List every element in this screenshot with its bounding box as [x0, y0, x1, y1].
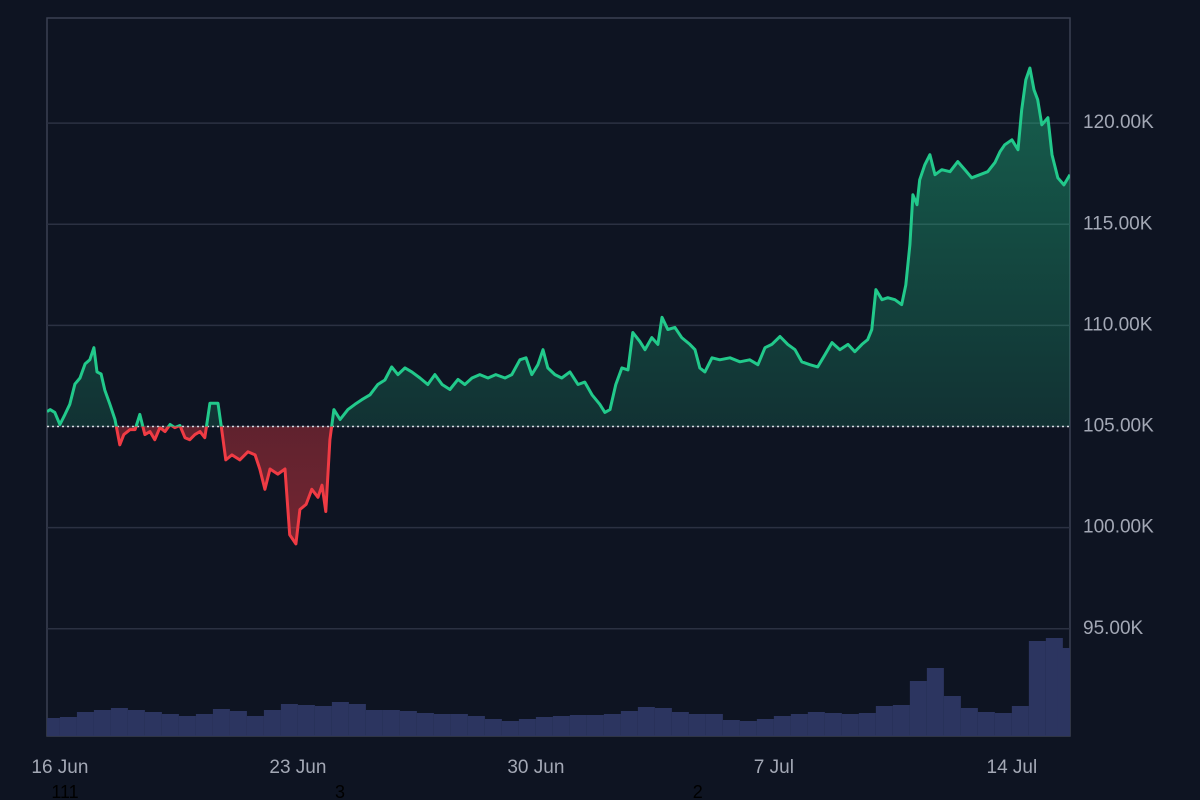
volume-bar: [994, 713, 1012, 736]
volume-bar: [824, 713, 842, 736]
y-tick-label: 105.00K: [1083, 416, 1154, 437]
volume-bar: [688, 714, 706, 736]
volume-bar: [467, 716, 485, 736]
volume-bar: [603, 714, 621, 736]
volume-bar: [518, 719, 536, 736]
volume-bar: [926, 668, 944, 736]
volume-bar: [433, 714, 451, 736]
volume-bar: [756, 719, 774, 736]
volume-bar: [76, 712, 94, 736]
volume-bar: [586, 715, 604, 736]
volume-bar: [535, 717, 553, 736]
volume-bar: [314, 706, 332, 736]
volume-bar: [59, 717, 77, 736]
volume-bar: [807, 712, 825, 736]
volume-bar: [93, 710, 111, 736]
volume-bar: [484, 719, 502, 736]
volume-bar: [450, 714, 468, 736]
y-tick-label: 110.00K: [1083, 314, 1153, 335]
volume-bar: [977, 712, 995, 736]
volume-bar: [399, 711, 417, 736]
volume-bar: [671, 712, 689, 736]
volume-bar: [47, 718, 60, 736]
volume-bar: [705, 714, 723, 736]
line-up: [47, 66, 1070, 427]
volume-bar: [739, 721, 757, 736]
y-tick-label: 95.00K: [1083, 618, 1144, 639]
volume-bar: [297, 705, 315, 736]
volume-bar: [654, 708, 672, 736]
x-tick-label: 14 Jul: [987, 757, 1038, 778]
volume-bar: [331, 702, 349, 736]
volume-bar: [960, 708, 978, 736]
volume-bar: [892, 705, 910, 736]
volume-bar: [280, 704, 298, 736]
volume-bar: [620, 711, 638, 736]
volume-bar: [790, 714, 808, 736]
x-tick-label: 23 Jun: [269, 757, 326, 778]
volume-bar: [348, 704, 366, 736]
area-up: [47, 68, 1070, 427]
volume-bar: [1057, 648, 1070, 736]
volume-bar: [229, 711, 247, 736]
y-tick-label: 115.00K: [1083, 213, 1153, 234]
line-down: [114, 426, 334, 546]
volume-bar: [841, 714, 859, 736]
volume-bar: [161, 714, 179, 736]
annotation: 3: [335, 782, 345, 800]
volume-bar: [365, 710, 383, 736]
y-tick-label: 100.00K: [1083, 517, 1154, 538]
volume-bar: [110, 708, 128, 736]
volume-bar: [637, 707, 655, 736]
volume-bar: [569, 715, 587, 736]
volume-bar: [382, 710, 400, 736]
volume-bar: [943, 696, 961, 736]
volume-bar: [212, 709, 230, 736]
annotation: 111: [51, 782, 78, 800]
volume-bar: [1011, 706, 1029, 736]
y-tick-label: 120.00K: [1083, 112, 1154, 133]
volume-bar: [552, 716, 570, 736]
volume-bar: [144, 712, 162, 736]
volume-bar: [178, 716, 196, 736]
volume-bar: [1028, 641, 1046, 736]
volume-bar: [875, 706, 893, 736]
x-tick-label: 30 Jun: [507, 757, 564, 778]
area-down: [116, 426, 332, 544]
volume-bar: [195, 714, 213, 736]
volume-bar: [263, 710, 281, 736]
volume-bar: [773, 716, 791, 736]
volume-bar: [722, 720, 740, 736]
volume-group: [47, 638, 1070, 736]
x-tick-label: 16 Jun: [31, 757, 88, 778]
x-tick-label: 7 Jul: [754, 757, 794, 778]
annotation: 2: [693, 782, 703, 800]
volume-bar: [416, 713, 434, 736]
volume-bar: [909, 681, 927, 736]
volume-bar: [501, 721, 519, 736]
volume-bar: [246, 716, 264, 736]
volume-bar: [127, 710, 145, 736]
volume-bar: [858, 713, 876, 736]
